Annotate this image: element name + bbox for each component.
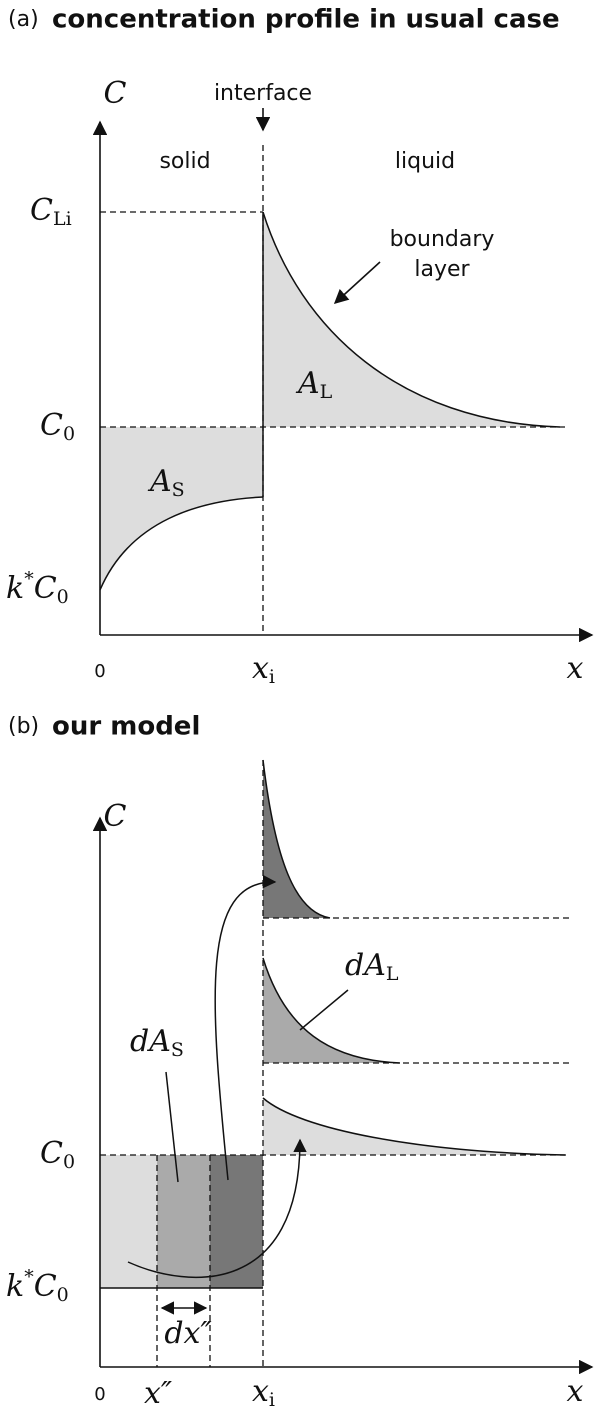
label-part: 0 [63, 423, 75, 445]
x-label: x [567, 1374, 584, 1409]
label-part: i [269, 666, 275, 688]
xi-label: xi [252, 651, 275, 688]
leader [165, 1071, 179, 1183]
label-part: C [40, 1136, 63, 1171]
label-part: A [295, 366, 320, 401]
origin-label: 0 [94, 661, 105, 682]
xpp-label: x″ [144, 1376, 173, 1411]
origin-label: 0 [94, 1384, 105, 1405]
label-part: C [30, 193, 53, 228]
column-mid [157, 1155, 210, 1288]
label-part: k [6, 1269, 24, 1304]
curve [262, 1097, 566, 1156]
liquid-label: liquid [395, 149, 455, 174]
c0-label: C0 [40, 1136, 75, 1173]
label-part: C [34, 1269, 57, 1304]
label-part: 0 [63, 1151, 75, 1173]
interface-label: interface [214, 81, 312, 106]
panel-tag: (b) [8, 714, 39, 739]
liquid-area [263, 212, 560, 427]
bottom-area [263, 1098, 565, 1155]
label-part: dA [345, 948, 386, 983]
kc0-label: k*C0 [6, 1266, 69, 1306]
label-part: * [24, 1266, 34, 1288]
liquid-curve [262, 211, 561, 428]
label-part: x [252, 651, 269, 686]
leader [299, 989, 349, 1031]
y-label: C [104, 799, 127, 834]
dx-label: dx″ [164, 1316, 212, 1351]
label-part: i [269, 1389, 275, 1411]
y-label: C [104, 76, 127, 111]
c0-label: C0 [40, 408, 75, 445]
das-label: dAS [130, 1024, 184, 1061]
boundary-label: layer [414, 257, 470, 282]
panel-tag: (a) [8, 7, 39, 32]
panel-b: (b) our model C dAL dAS C0 k*C0 dx″ 0 x″… [6, 712, 594, 1411]
solid-curve [99, 496, 264, 591]
label-part: * [24, 568, 34, 590]
panel-a: (a) concentration profile in usual case … [6, 5, 594, 688]
label-part: C [34, 571, 57, 606]
boundary-label: boundary [390, 227, 495, 252]
panel-title: our model [52, 712, 200, 742]
kc0-label: k*C0 [6, 568, 69, 608]
middle-area [263, 958, 400, 1063]
column-light [100, 1155, 157, 1288]
label-part: L [386, 963, 399, 985]
x-label: x [567, 651, 584, 686]
label-part: 0 [57, 1284, 69, 1306]
solid-area [100, 427, 263, 590]
transfer-arrow [214, 874, 277, 1181]
label-part: S [171, 1039, 184, 1061]
transfer-arrow [127, 1138, 307, 1279]
label-part: L [320, 381, 333, 403]
label-part: S [172, 479, 185, 501]
column-dark [210, 1155, 263, 1288]
curve [262, 957, 401, 1064]
label-part: C [40, 408, 63, 443]
label-part: dA [130, 1024, 171, 1059]
curve [262, 759, 331, 919]
al-label: AL [295, 366, 333, 403]
boundary-arrow [333, 261, 381, 304]
label-part: Li [53, 208, 72, 230]
top-area [263, 760, 330, 918]
dal-label: dAL [345, 948, 399, 985]
label-part: A [147, 464, 172, 499]
solid-label: solid [159, 149, 210, 174]
label-part: x [252, 1374, 269, 1409]
panel-title: concentration profile in usual case [52, 5, 560, 35]
xi-label: xi [252, 1374, 275, 1411]
label-part: k [6, 571, 24, 606]
as-label: AS [147, 464, 185, 501]
cli-label: CLi [30, 193, 72, 230]
label-part: 0 [57, 586, 69, 608]
